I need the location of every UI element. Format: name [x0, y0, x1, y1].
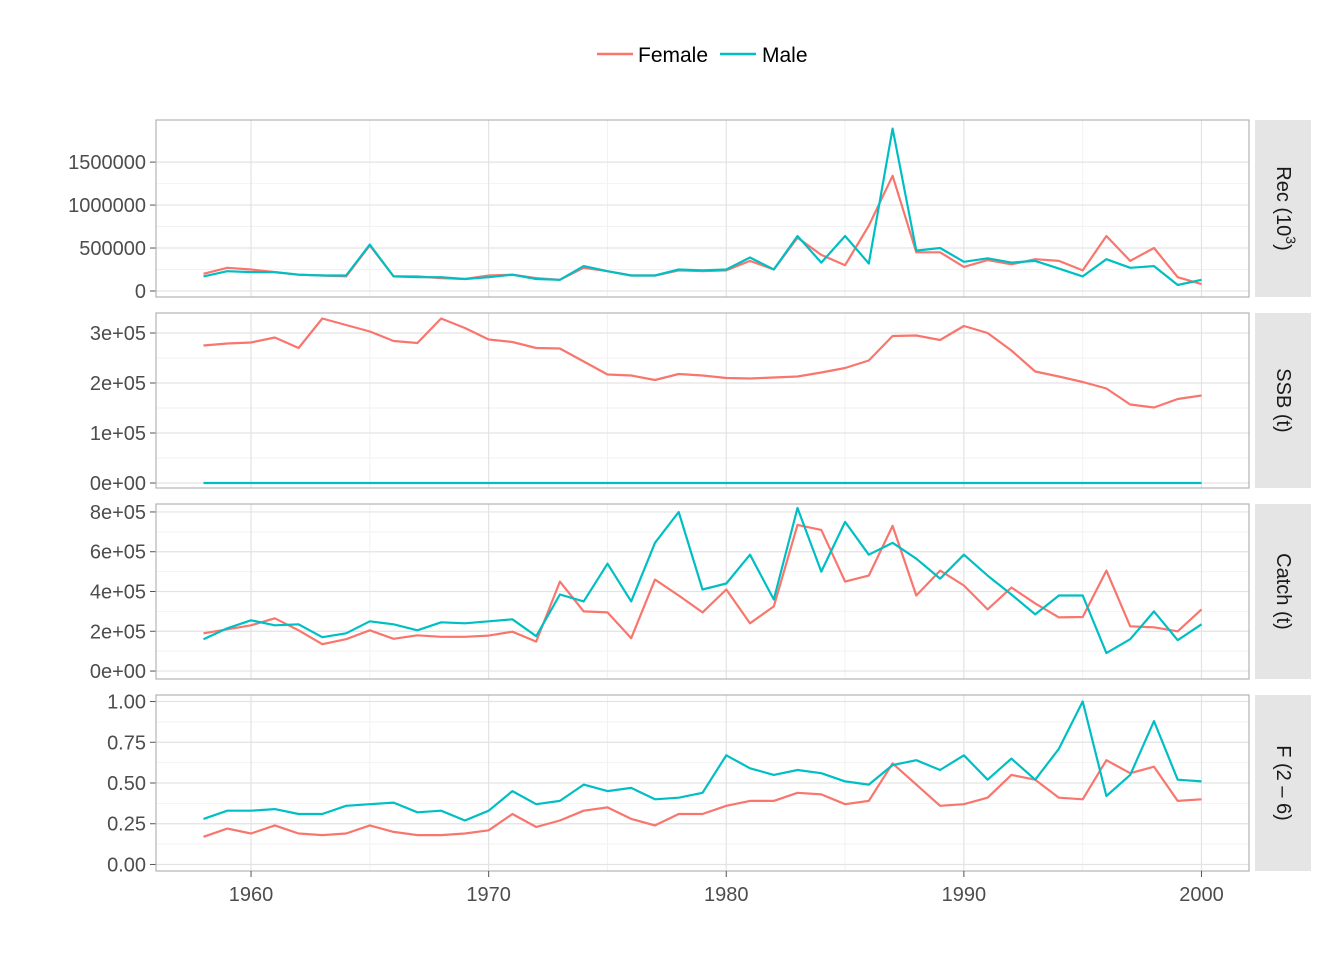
strip-label: Catch (t) — [1272, 553, 1294, 630]
y-tick-label: 6e+05 — [90, 542, 146, 564]
y-tick-label: 3e+05 — [90, 323, 146, 345]
legend-label-male: Male — [762, 44, 808, 67]
panel-background — [156, 313, 1249, 488]
series-line-male — [203, 700, 1202, 822]
panel-2: 0e+00 1e+05 2e+05 3e+05 SSB (t) — [90, 312, 1311, 495]
y-tick-label: 8e+05 — [90, 502, 146, 524]
y-tick-label: 2e+05 — [90, 621, 146, 643]
strip-background — [1255, 695, 1311, 871]
strip-label: F (2 – 6) — [1272, 745, 1294, 821]
x-tick-label: 2000 — [1179, 884, 1224, 906]
panel-border — [155, 119, 1250, 298]
panel-background — [156, 120, 1249, 297]
y-tick-label: 500000 — [79, 238, 146, 260]
y-tick-label: 0.25 — [107, 814, 146, 836]
series-line-male — [203, 506, 1203, 655]
strip-background — [1255, 120, 1311, 297]
x-tick-label: 1970 — [466, 884, 511, 906]
y-tick-label: 1e+05 — [90, 423, 146, 445]
strip-superscript: 3 — [1283, 236, 1299, 244]
panel-border — [155, 694, 1250, 872]
panel-3: 0e+00 2e+05 4e+05 6e+05 8e+05 Catch (t) — [90, 502, 1311, 683]
y-tick-label: 0e+00 — [90, 661, 146, 683]
strip-text: Catch (t) — [1272, 553, 1294, 630]
y-tick-label: 1000000 — [68, 195, 146, 217]
panel-border — [155, 312, 1250, 489]
legend-item-female: Female — [597, 44, 708, 67]
x-tick-label: 1980 — [704, 884, 749, 906]
series-line-female — [203, 523, 1203, 646]
strip-text: SSB (t) — [1272, 368, 1294, 432]
legend-label-female: Female — [638, 44, 708, 67]
y-tick-label: 0.00 — [107, 854, 146, 876]
y-tick-label: 0.50 — [107, 773, 146, 795]
y-tick-label: 4e+05 — [90, 582, 146, 604]
panels: 0 500000 1000000 1500000 Rec (103) 0e+00 1e+05… — [68, 119, 1311, 876]
panel-1: 0 500000 1000000 1500000 Rec (103) — [68, 119, 1311, 303]
strip-background — [1255, 313, 1311, 488]
strip-text: Rec (10 — [1272, 166, 1294, 236]
strip-text-end: ) — [1272, 244, 1294, 251]
strip-background — [1255, 504, 1311, 679]
legend: Female Male — [597, 44, 808, 67]
series-line-male — [203, 127, 1202, 287]
panel-border — [155, 503, 1250, 680]
panel-4: 0.00 0.25 0.50 0.75 1.00 F (2 – 6) — [107, 692, 1311, 876]
x-tick-label: 1990 — [942, 884, 987, 906]
y-tick-label: 1.00 — [107, 692, 146, 714]
y-tick-label: 0 — [135, 281, 146, 303]
y-tick-label: 0.75 — [107, 732, 146, 754]
strip-text: F (2 – 6) — [1272, 745, 1294, 821]
strip-label: SSB (t) — [1272, 368, 1294, 432]
x-tick-label: 1960 — [229, 884, 274, 906]
x-axis: 1960 1970 1980 1990 2000 — [229, 871, 1224, 906]
y-tick-label: 0e+00 — [90, 473, 146, 495]
series-line-female — [203, 317, 1202, 409]
strip-label: Rec (103) — [1272, 166, 1299, 251]
y-tick-label: 1500000 — [68, 152, 146, 174]
y-tick-label: 2e+05 — [90, 373, 146, 395]
legend-item-male: Male — [720, 44, 808, 67]
